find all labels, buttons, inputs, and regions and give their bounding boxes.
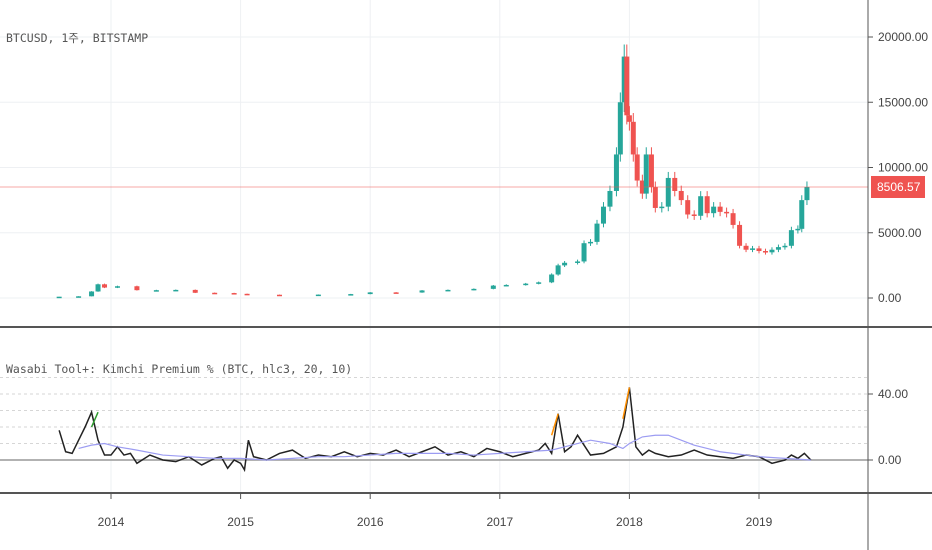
time-tick-label: 2018 (616, 515, 643, 529)
candle-body (750, 248, 756, 250)
candle-body (737, 224, 743, 246)
candle-body (756, 248, 762, 252)
candle-body (471, 288, 477, 291)
candle-body (717, 206, 723, 212)
candle-body (691, 214, 697, 216)
premium-spike-highlight (622, 387, 631, 419)
candle-body (523, 283, 529, 286)
candle-body (648, 154, 654, 188)
candle-body (730, 213, 736, 225)
candle-body (581, 243, 587, 262)
time-tick-label: 2014 (98, 515, 125, 529)
candle-body (212, 292, 218, 295)
candle-body (678, 190, 684, 201)
candle-body (607, 190, 613, 207)
candle-body (549, 274, 555, 283)
candle-body (743, 245, 749, 250)
time-tick-label: 2015 (227, 515, 254, 529)
candle-body (782, 245, 788, 248)
candle-body (724, 211, 730, 214)
candle-body (769, 249, 775, 253)
candle-body (624, 56, 630, 116)
candle-body (276, 294, 282, 297)
candle-body (795, 228, 801, 231)
price-tick-label: 5000.00 (878, 226, 922, 240)
candle-body (617, 102, 623, 155)
candle-body (153, 290, 159, 292)
candle-body (698, 196, 704, 216)
candle-body (503, 284, 509, 287)
candle-body (575, 261, 581, 263)
candle-body (594, 223, 600, 242)
premium-spike-highlight (550, 413, 559, 436)
candle-body (56, 296, 62, 299)
candle-body (659, 206, 665, 209)
indicator-tick-label: 0.00 (878, 453, 902, 467)
candle-body (630, 121, 636, 155)
time-tick-label: 2019 (746, 515, 773, 529)
candle-body (315, 294, 321, 297)
candle-body (672, 177, 678, 191)
candle-body (621, 56, 627, 103)
price-tick-label: 0.00 (878, 291, 902, 305)
candle-body (799, 200, 805, 229)
candle-body (536, 282, 542, 284)
candle-body (562, 262, 568, 266)
indicator-tick-label: 40.00 (878, 387, 908, 401)
price-tick-label: 20000.00 (878, 30, 928, 44)
price-tick-label: 15000.00 (878, 95, 928, 109)
candle-body (600, 206, 606, 224)
indicator-title: Wasabi Tool+: Kimchi Premium % (BTC, hlc… (6, 362, 352, 376)
candle-body (665, 177, 671, 207)
candle-body (244, 293, 250, 296)
candle-body (102, 284, 108, 288)
candle-body (367, 292, 373, 295)
candle-body (89, 291, 95, 297)
time-tick-label: 2016 (357, 515, 384, 529)
candle-body (613, 154, 619, 191)
candle-body (445, 289, 451, 292)
candle-body (711, 206, 717, 214)
candle-body (626, 115, 632, 122)
premium-spike-highlight (90, 411, 99, 428)
candle-body (173, 289, 179, 292)
price-tick-label: 10000.00 (878, 161, 928, 175)
candle-body (634, 154, 640, 181)
candle-body (685, 200, 691, 215)
candle-body (192, 289, 198, 293)
candle-body (804, 186, 810, 201)
candle-body (114, 286, 120, 288)
candle-body (231, 293, 237, 295)
price-chart-title: BTCUSD, 1주, BITSTAMP (6, 31, 148, 45)
candle-body (762, 251, 768, 253)
price-candles (56, 44, 810, 299)
candle-body (348, 294, 354, 296)
current-price-label: 8506.57 (877, 180, 921, 194)
candle-body (643, 154, 649, 194)
candle-body (393, 292, 399, 294)
candle-body (788, 230, 794, 246)
candle-body (588, 241, 594, 244)
candle-body (134, 286, 140, 291)
candle-body (490, 285, 496, 289)
kimchi-average-line (78, 434, 811, 461)
indicator-lines (58, 387, 812, 473)
candle-body (95, 284, 101, 292)
candle-body (704, 196, 710, 214)
candle-body (555, 265, 561, 275)
grid (0, 0, 868, 493)
kimchi-premium-line (58, 387, 812, 473)
candle-body (76, 296, 82, 298)
time-tick-label: 2017 (486, 515, 513, 529)
candle-body (419, 290, 425, 293)
candle-body (652, 187, 658, 208)
current-price-badge (871, 175, 925, 198)
candle-body (775, 247, 781, 250)
